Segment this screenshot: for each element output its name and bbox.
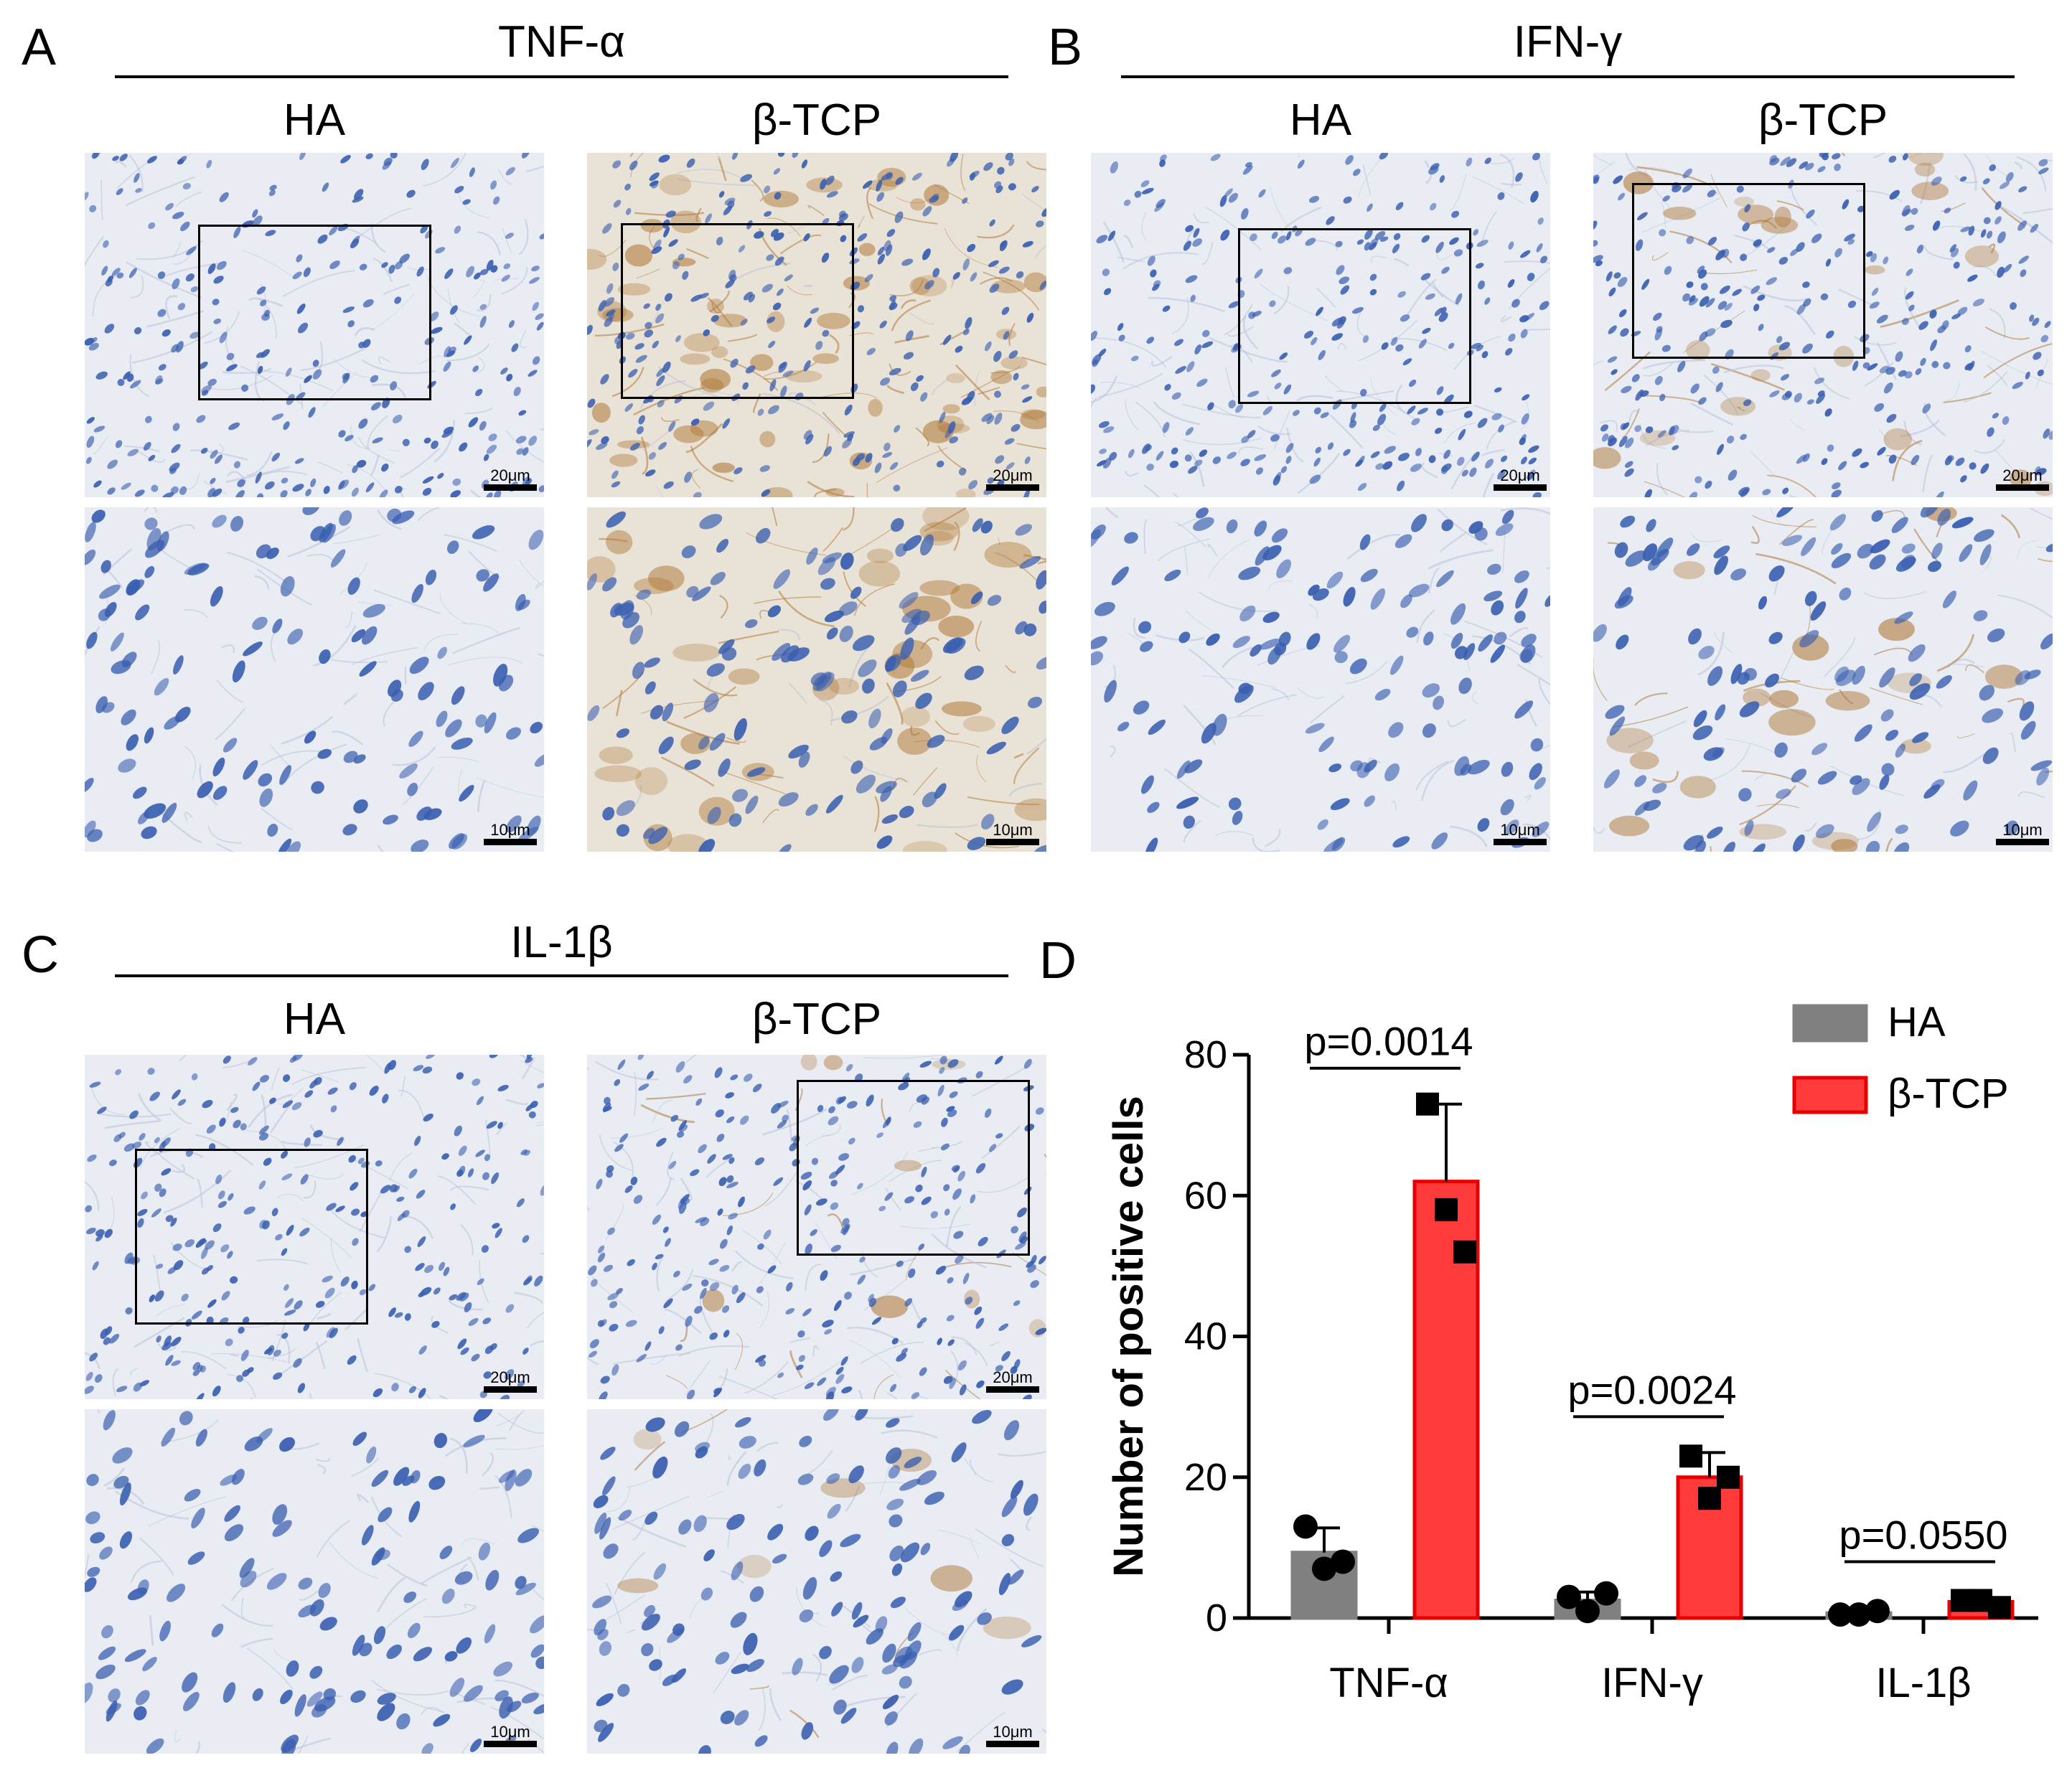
point-ha-1-2 <box>1594 1581 1618 1606</box>
positive-cells-bar-chart: 0 20 40 60 80 Number of positive cells TNF-α p=… <box>1105 999 2038 1706</box>
point-ha-1-1 <box>1575 1599 1600 1624</box>
inset-box-tnf-ha <box>198 225 431 400</box>
group-label-c-ha: HA <box>283 995 346 1044</box>
marker-rule-ifn <box>1121 75 2015 78</box>
inset-box-tnf-tcp <box>621 223 854 399</box>
scale-bar-tnf-tcp-low: 20μm <box>986 468 1039 491</box>
micrograph-tnf-ha-low <box>85 153 544 497</box>
micrograph-tnf-tcp-low <box>587 153 1046 497</box>
scale-bar-il1-tcp-high: 10μm <box>986 1724 1039 1747</box>
inset-box-il1-tcp <box>797 1080 1030 1256</box>
y-tick-label-20: 20 <box>1184 1456 1227 1499</box>
scale-bar-tnf-tcp-high: 10μm <box>986 822 1039 845</box>
y-axis-label: Number of positive cells <box>1105 1096 1152 1576</box>
micrograph-ifn-ha-high <box>1091 507 1550 852</box>
p-value-1: p=0.0024 <box>1567 1367 1736 1412</box>
point-tcp-0-0 <box>1416 1092 1439 1116</box>
scale-bar-ifn-ha-high: 10μm <box>1494 822 1547 845</box>
panel-letter-c: C <box>22 926 59 984</box>
marker-title-tnf: TNF-α <box>497 17 625 67</box>
inset-box-ifn-tcp <box>1632 183 1865 359</box>
y-tick-label-80: 80 <box>1184 1033 1227 1076</box>
scale-bar-il1-ha-high: 10μm <box>484 1724 537 1747</box>
scale-bar-ifn-ha-low: 20μm <box>1494 468 1547 491</box>
point-tcp-1-0 <box>1679 1444 1702 1468</box>
scale-bar-il1-tcp-low: 20μm <box>986 1370 1039 1393</box>
inset-box-il1-ha <box>135 1149 368 1325</box>
y-tick-label-60: 60 <box>1184 1174 1227 1217</box>
legend-swatch-ha <box>1792 1004 1868 1043</box>
micrograph-tnf-tcp-high <box>587 507 1046 852</box>
micrograph-ifn-ha-low <box>1091 153 1550 497</box>
marker-title-il1: IL-1β <box>510 918 613 967</box>
point-tcp-0-1 <box>1435 1198 1458 1221</box>
panel-letter-b: B <box>1048 19 1083 76</box>
x-tick-label-2: IL-1β <box>1875 1660 1971 1706</box>
micrograph-il1-tcp-low <box>587 1055 1046 1399</box>
marker-title-ifn: IFN-γ <box>1513 17 1623 67</box>
micrograph-tnf-ha-high <box>85 507 544 852</box>
y-tick-label-40: 40 <box>1184 1315 1227 1358</box>
point-tcp-0-2 <box>1453 1240 1476 1264</box>
point-ha-0-1 <box>1312 1556 1336 1581</box>
x-tick-label-0: TNF-α <box>1329 1660 1448 1706</box>
p-value-2: p=0.0550 <box>1839 1513 2007 1558</box>
point-ha-0-2 <box>1331 1549 1355 1574</box>
group-label-b-ha: HA <box>1289 95 1352 145</box>
panel-letter-d: D <box>1039 932 1077 989</box>
micrograph-il1-ha-high <box>85 1409 544 1754</box>
legend-label-tcp: β-TCP <box>1888 1071 2009 1117</box>
group-label-b-tcp: β-TCP <box>1758 95 1888 145</box>
marker-rule-il1 <box>115 974 1008 977</box>
inset-box-ifn-ha <box>1238 228 1471 404</box>
scale-bar-tnf-ha-high: 10μm <box>484 822 537 845</box>
group-label-a-tcp: β-TCP <box>751 95 882 145</box>
micrograph-ifn-tcp-low <box>1593 153 2053 497</box>
point-ha-2-2 <box>1865 1599 1890 1624</box>
legend-label-ha: HA <box>1888 999 1946 1045</box>
group-label-c-tcp: β-TCP <box>751 995 882 1044</box>
micrograph-ifn-tcp-high <box>1593 507 2053 852</box>
point-ha-2-0 <box>1828 1602 1852 1627</box>
legend-swatch-tcp <box>1792 1076 1868 1114</box>
point-ha-2-1 <box>1847 1602 1871 1627</box>
micrograph-il1-tcp-high <box>587 1409 1046 1754</box>
point-tcp-1-2 <box>1717 1465 1740 1489</box>
x-tick-label-1: IFN-γ <box>1601 1660 1703 1706</box>
scale-bar-tnf-ha-low: 20μm <box>484 468 537 491</box>
point-tcp-1-1 <box>1698 1487 1721 1510</box>
scale-bar-ifn-tcp-high: 10μm <box>1996 822 2049 845</box>
group-label-a-ha: HA <box>283 95 346 145</box>
panel-letter-a: A <box>22 19 57 76</box>
scale-bar-ifn-tcp-low: 20μm <box>1996 468 2049 491</box>
p-value-0: p=0.0014 <box>1304 1019 1473 1064</box>
marker-rule-tnf <box>115 75 1008 78</box>
point-ha-0-0 <box>1293 1514 1318 1539</box>
point-ha-1-0 <box>1557 1584 1581 1609</box>
point-tcp-2-2 <box>1988 1596 2011 1619</box>
micrograph-il1-ha-low <box>85 1055 544 1399</box>
scale-bar-il1-ha-low: 20μm <box>484 1370 537 1393</box>
y-tick-label-0: 0 <box>1206 1597 1227 1640</box>
